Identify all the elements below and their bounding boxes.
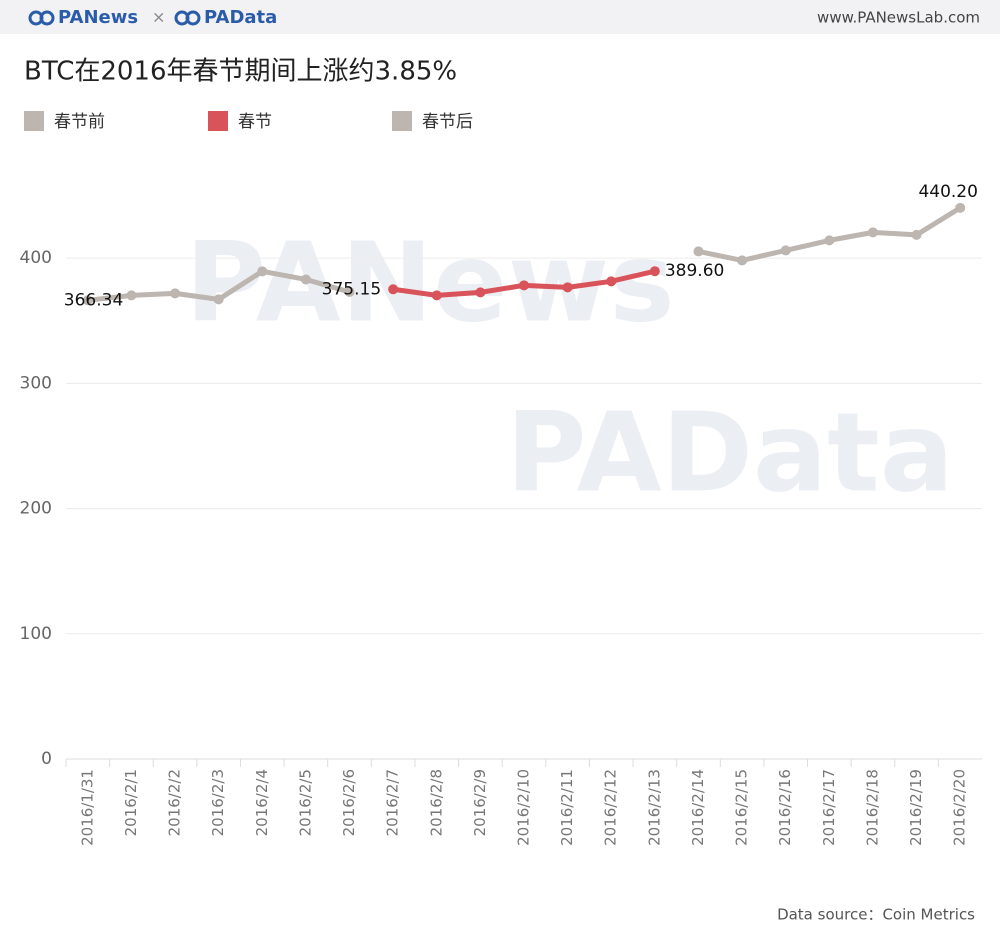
data-point <box>824 235 835 246</box>
data-label: 366.34 <box>64 290 123 310</box>
logo-icon <box>39 10 55 26</box>
brand-right: PAData <box>204 7 277 28</box>
x-tick-label: 2016/2/10 <box>515 769 533 846</box>
source: Data source：Coin Metrics <box>777 906 975 924</box>
x-tick-label: 2016/2/14 <box>689 769 707 846</box>
data-point <box>911 229 922 240</box>
x-tick-label: 2016/1/31 <box>78 769 96 846</box>
watermark: PAData <box>506 388 954 516</box>
data-point <box>649 266 660 277</box>
data-point <box>737 255 748 266</box>
y-tick-label: 300 <box>20 373 52 393</box>
data-label: 389.60 <box>665 261 724 281</box>
data-point <box>955 202 966 213</box>
x-tick-label: 2016/2/15 <box>733 769 751 846</box>
legend-label: 春节前 <box>54 112 105 132</box>
legend-swatch <box>208 111 228 131</box>
x-tick-label: 2016/2/12 <box>602 769 620 846</box>
data-point <box>693 246 704 257</box>
y-tick-label: 400 <box>20 248 52 268</box>
legend-swatch <box>24 111 44 131</box>
legend-label: 春节后 <box>422 112 473 132</box>
legend-label: 春节 <box>238 112 272 132</box>
x-tick-label: 2016/2/6 <box>340 769 358 836</box>
y-tick-label: 200 <box>20 499 52 519</box>
x-tick-label: 2016/2/20 <box>951 769 969 846</box>
data-point <box>82 295 93 306</box>
x-tick-label: 2016/2/9 <box>471 769 489 836</box>
y-tick-label: 100 <box>20 624 52 644</box>
y-tick-label: 0 <box>41 749 52 769</box>
data-point <box>606 276 617 287</box>
x-tick-label: 2016/2/3 <box>209 769 227 836</box>
x-tick-label: 2016/2/2 <box>166 769 184 836</box>
header-bar <box>0 0 1000 34</box>
brand-separator: × <box>152 8 165 27</box>
x-tick-label: 2016/2/7 <box>384 769 402 836</box>
data-point <box>257 266 268 277</box>
x-tick-label: 2016/2/17 <box>820 769 838 846</box>
x-tick-label: 2016/2/5 <box>296 769 314 836</box>
data-point <box>431 290 442 301</box>
data-point <box>475 287 486 298</box>
data-label: 375.15 <box>322 279 381 299</box>
x-tick-label: 2016/2/13 <box>645 769 663 846</box>
legend-swatch <box>392 111 412 131</box>
x-tick-label: 2016/2/4 <box>253 769 271 836</box>
x-tick-label: 2016/2/1 <box>122 769 140 836</box>
data-point <box>519 280 529 291</box>
data-label: 440.20 <box>918 182 977 202</box>
data-point <box>562 282 573 293</box>
chart-title: BTC在2016年春节期间上涨约3.85% <box>24 57 457 87</box>
data-point <box>213 294 224 305</box>
data-point <box>170 288 181 299</box>
data-point <box>780 245 791 256</box>
site-url: www.PANewsLab.com <box>817 9 980 27</box>
brand-left: PANews <box>58 7 138 28</box>
x-tick-label: 2016/2/19 <box>907 769 925 846</box>
x-tick-label: 2016/2/16 <box>776 769 794 846</box>
data-point <box>126 290 137 301</box>
data-point <box>344 286 355 297</box>
data-point <box>300 274 311 285</box>
logo-icon <box>185 10 201 26</box>
data-point <box>388 284 399 295</box>
x-tick-label: 2016/2/8 <box>427 769 445 836</box>
data-point <box>867 227 878 238</box>
x-tick-label: 2016/2/18 <box>863 769 881 846</box>
x-tick-label: 2016/2/11 <box>558 769 576 846</box>
